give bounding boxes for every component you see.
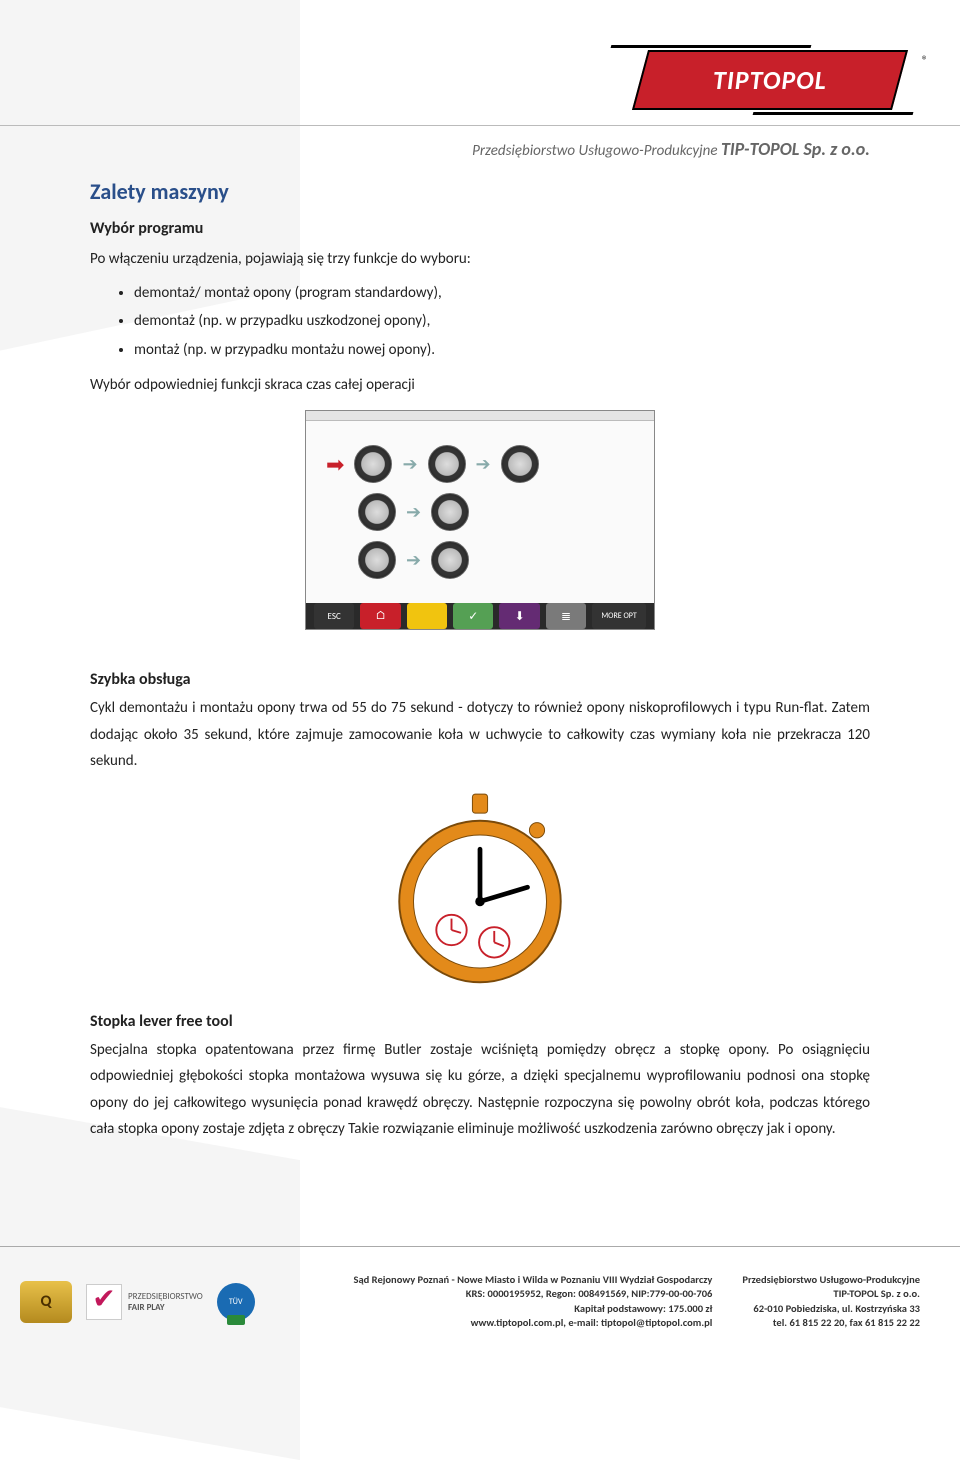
program-row-2[interactable]: ➔ bbox=[358, 493, 634, 531]
wheel-icon bbox=[431, 493, 469, 531]
wheel-icon bbox=[501, 445, 539, 483]
subtitle-wybor: Wybór programu bbox=[90, 219, 870, 238]
program-row-3[interactable]: ➔ bbox=[358, 541, 634, 579]
wheel-icon bbox=[354, 445, 392, 483]
wheel-icon bbox=[358, 541, 396, 579]
quality-badge: Q bbox=[20, 1281, 72, 1323]
fairplay-label-top: PRZEDSIĘBIORSTWO bbox=[128, 1291, 203, 1302]
wheel-icon bbox=[431, 541, 469, 579]
bullet-item: demontaż/ montaż opony (program standard… bbox=[134, 279, 870, 308]
esc-button[interactable]: ESC bbox=[314, 603, 354, 629]
down-button[interactable]: ⬇ bbox=[499, 603, 539, 629]
section2-body: Cykl demontażu i montażu opony trwa od 5… bbox=[90, 695, 870, 774]
arrow-icon: ➔ bbox=[402, 453, 417, 475]
fairplay-label-bottom: FAIR PLAY bbox=[128, 1302, 203, 1313]
stopwatch-illustration bbox=[90, 792, 870, 992]
bullet-item: montaż (np. w przypadku montażu nowej op… bbox=[134, 336, 870, 365]
yellow-button[interactable] bbox=[407, 603, 447, 629]
footer-address-block: Przedsiębiorstwo Usługowo-Produkcyjne TI… bbox=[742, 1273, 920, 1330]
fairplay-badge: ✔ PRZEDSIĘBIORSTWO FAIR PLAY bbox=[86, 1284, 203, 1320]
footer-address-line: 62-010 Pobiedziska, ul. Kostrzyńska 33 bbox=[742, 1302, 920, 1316]
after-bullets-text: Wybór odpowiedniej funkcji skraca czas c… bbox=[90, 372, 870, 398]
window-titlebar bbox=[306, 411, 654, 421]
footer-legal-line: www.tiptopol.com.pl, e-mail: tiptopol@ti… bbox=[255, 1316, 713, 1330]
footer-legal-line: Kapitał podstawowy: 175.000 zł bbox=[255, 1302, 713, 1316]
screenshot-toolbar: ESC ⌂ ✓ ⬇ ≣ MORE OPT bbox=[306, 603, 654, 629]
program-selection-screenshot: ➡ ➔ ➔ ➔ ➔ ESC ⌂ ✓ ⬇ bbox=[305, 410, 655, 630]
screenshot-body: ➡ ➔ ➔ ➔ ➔ bbox=[306, 421, 654, 603]
arrow-icon: ➔ bbox=[406, 549, 421, 571]
footer-address-line: tel. 61 815 22 20, fax 61 815 22 22 bbox=[742, 1316, 920, 1330]
footer-badges: Q ✔ PRZEDSIĘBIORSTWO FAIR PLAY TÜV bbox=[20, 1281, 255, 1323]
confirm-button[interactable]: ✓ bbox=[453, 603, 493, 629]
footer-legal-line: KRS: 0000195952, Regon: 008491569, NIP:7… bbox=[255, 1287, 713, 1301]
check-icon: ✔ bbox=[92, 1285, 115, 1313]
program-row-1[interactable]: ➡ ➔ ➔ bbox=[326, 445, 634, 483]
stopwatch-icon bbox=[385, 792, 575, 992]
bullet-list: demontaż/ montaż opony (program standard… bbox=[134, 279, 870, 365]
home-button[interactable]: ⌂ bbox=[360, 603, 400, 629]
footer-legal-line: Sąd Rejonowy Poznań - Nowe Miasto i Wild… bbox=[255, 1273, 713, 1287]
iso-badge: TÜV bbox=[217, 1283, 255, 1321]
registered-icon: ® bbox=[922, 54, 928, 68]
lead-text: Po włączeniu urządzenia, pojawiają się t… bbox=[90, 248, 870, 271]
subtitle-stopka: Stopka lever free tool bbox=[90, 1012, 870, 1031]
company-name: TIP-TOPOL Sp. z o.o. bbox=[721, 138, 870, 160]
arrow-icon: ➔ bbox=[406, 501, 421, 523]
wheel-icon bbox=[358, 493, 396, 531]
company-header-line: Przedsiębiorstwo Usługowo-Produkcyjne TI… bbox=[90, 138, 870, 160]
footer-legal-block: Sąd Rejonowy Poznań - Nowe Miasto i Wild… bbox=[255, 1273, 743, 1330]
section3-body: Specjalna stopka opatentowana przez firm… bbox=[90, 1037, 870, 1142]
footer-address-line: TIP-TOPOL Sp. z o.o. bbox=[742, 1287, 920, 1301]
section-title-zalety: Zalety maszyny bbox=[90, 178, 870, 205]
page-footer: Q ✔ PRZEDSIĘBIORSTWO FAIR PLAY TÜV Sąd R… bbox=[0, 1246, 960, 1356]
bullet-item: demontaż (np. w przypadku uszkodzonej op… bbox=[134, 307, 870, 336]
wheel-icon bbox=[428, 445, 466, 483]
header-rule bbox=[0, 125, 960, 126]
database-button[interactable]: ≣ bbox=[546, 603, 586, 629]
pointer-icon: ➡ bbox=[326, 451, 344, 478]
company-logo: TIPTOPOL ® bbox=[640, 50, 900, 110]
footer-address-line: Przedsiębiorstwo Usługowo-Produkcyjne bbox=[742, 1273, 920, 1287]
arrow-icon: ➔ bbox=[476, 453, 491, 475]
company-prefix: Przedsiębiorstwo Usługowo-Produkcyjne bbox=[472, 142, 721, 160]
subtitle-szybka: Szybka obsługa bbox=[90, 670, 870, 689]
more-options-button[interactable]: MORE OPT bbox=[592, 603, 646, 629]
logo-text: TIPTOPOL bbox=[713, 64, 827, 96]
